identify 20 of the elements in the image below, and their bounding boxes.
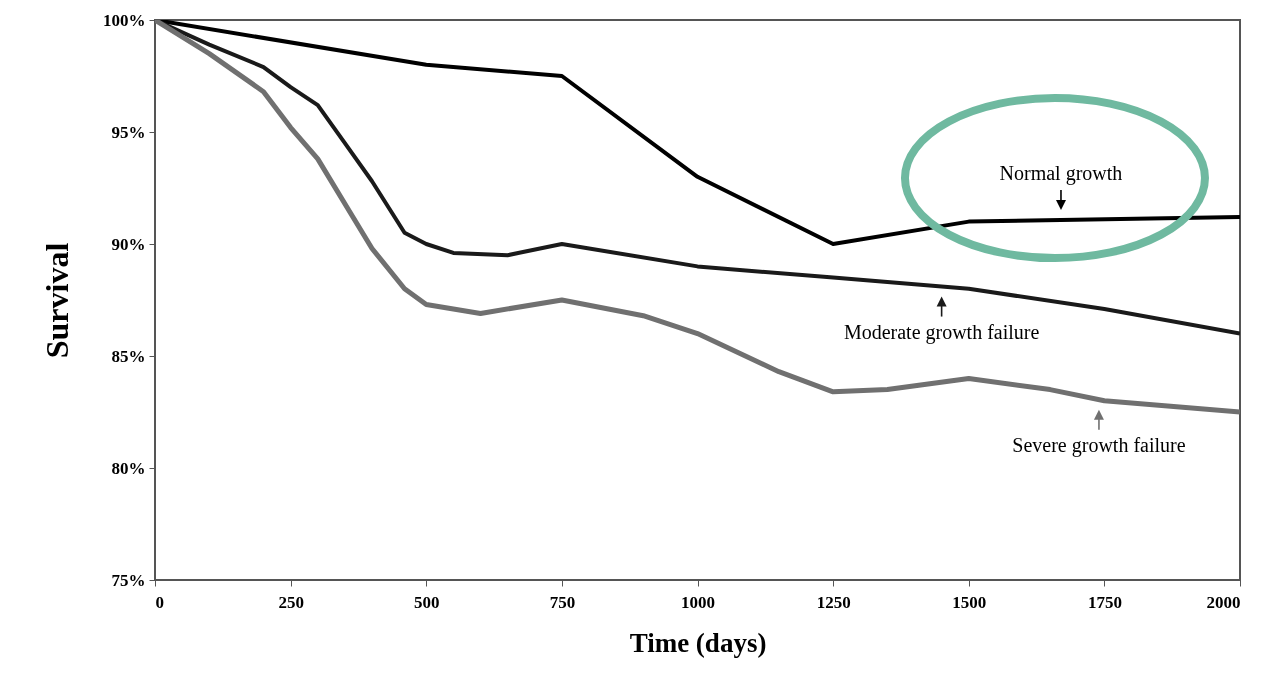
y-axis-title: Survival	[39, 242, 75, 359]
y-tick-label: 95%	[111, 122, 146, 142]
x-tick-label: 750	[549, 592, 576, 612]
y-tick-label: 100%	[103, 10, 146, 30]
x-tick-label: 1250	[816, 592, 851, 612]
x-tick-label: 0	[155, 592, 164, 612]
x-axis-title: Time (days)	[629, 627, 767, 658]
y-tick-label: 90%	[111, 234, 146, 254]
x-tick-label: 1000	[681, 592, 715, 612]
y-tick-label: 75%	[111, 570, 146, 590]
x-tick-label: 500	[414, 592, 440, 612]
x-tick-label: 1750	[1087, 592, 1122, 612]
legend-label: Severe growth failure	[1012, 433, 1186, 457]
y-tick-label: 85%	[111, 346, 146, 366]
x-tick-label: 2000	[1206, 592, 1241, 612]
y-tick-label: 80%	[111, 458, 146, 478]
legend-label: Moderate growth failure	[843, 320, 1040, 344]
x-tick-label: 250	[278, 592, 304, 612]
series-label: Normal growth	[999, 162, 1123, 186]
x-tick-label: 1500	[952, 592, 987, 612]
